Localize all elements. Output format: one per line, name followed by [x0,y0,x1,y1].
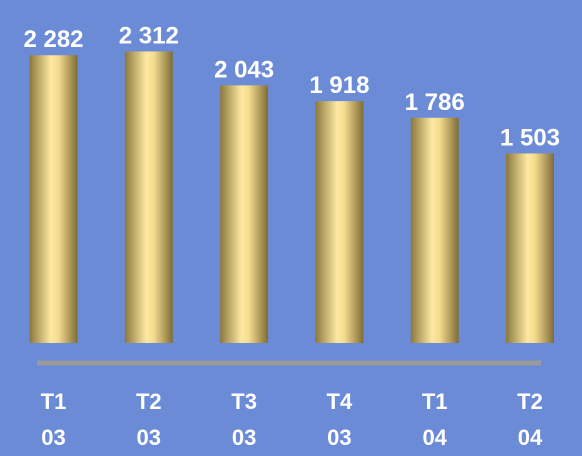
bar [220,85,269,343]
x-tick-label: T2 03 [135,389,162,450]
value-label: 1 918 [309,72,369,99]
bar [124,51,173,343]
x-tick-label: T4 03 [326,389,353,450]
x-tick-label: T1 04 [421,389,448,450]
value-label: 2 312 [119,22,179,49]
bar [29,55,78,343]
value-label: 2 282 [23,26,83,53]
chart-canvas: 2 282 2 312 2 043 1 918 1 786 1 503 [23,22,560,366]
x-tick-label: T3 03 [231,389,257,450]
x-tick-label: T1 03 [40,389,67,450]
value-label: 2 043 [214,56,274,83]
value-label: 1 786 [405,89,465,116]
bar [315,101,364,344]
chart: 2 282 2 312 2 043 1 918 1 786 1 503 T1 03 T2 0… [23,22,560,450]
bar [410,117,459,343]
x-tick-label: T2 04 [517,389,543,450]
bar [506,153,554,343]
value-label: 1 503 [500,124,560,151]
